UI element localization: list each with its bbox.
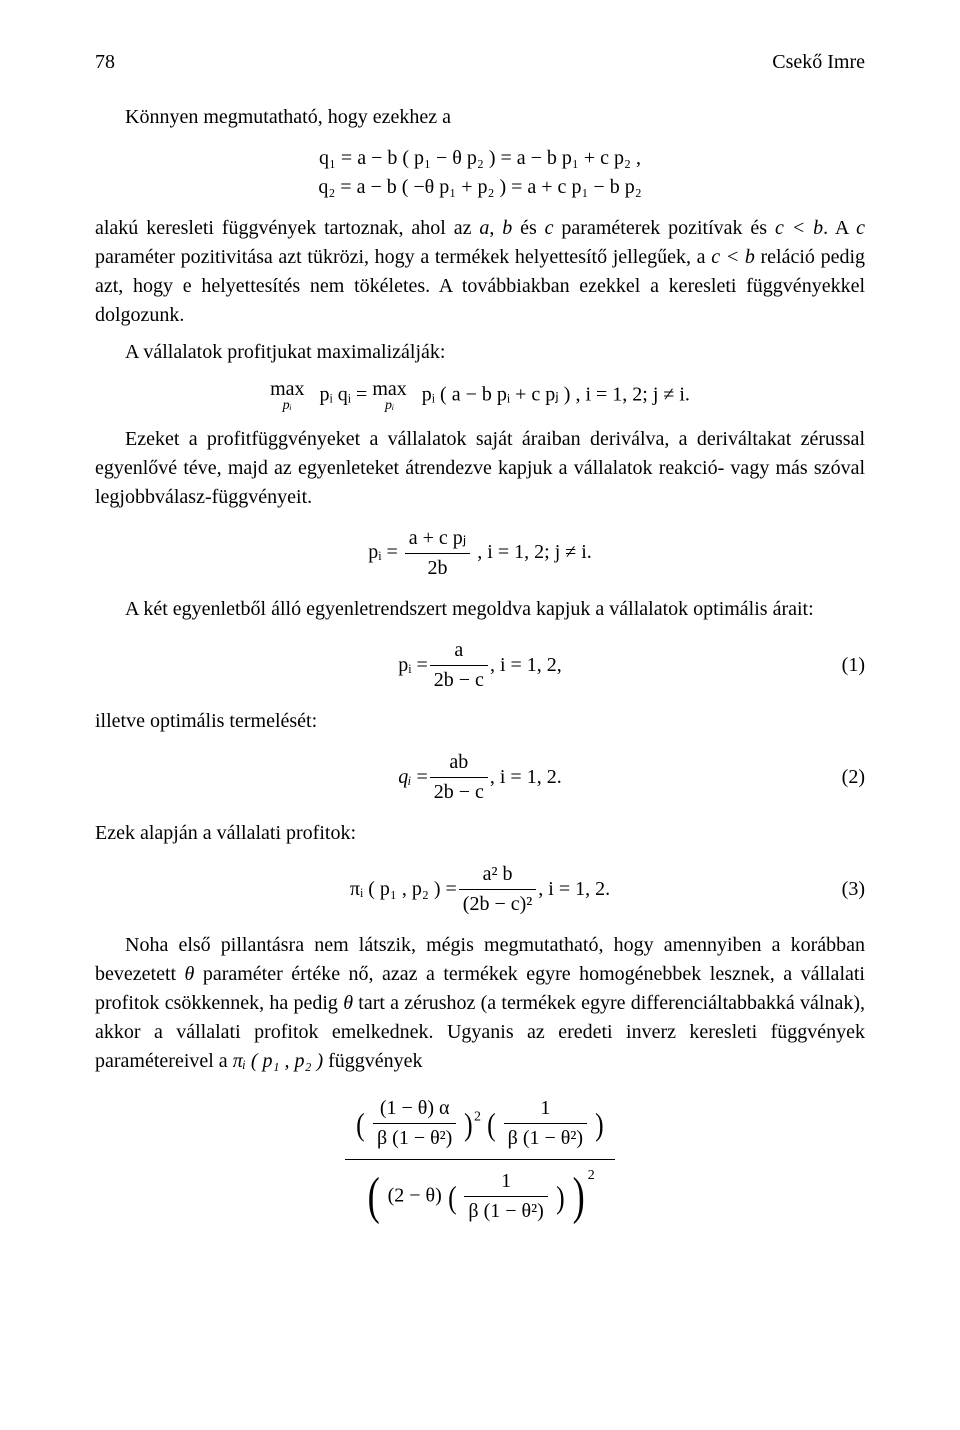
var-pi-fn: πᵢ ( p₁ , p₂ ) [233,1050,323,1072]
max-sub: pᵢ [372,399,406,413]
frac-den: 2b − c [430,666,488,695]
eq-lhs: pᵢ = [368,541,403,563]
equation-number: (2) [842,763,865,792]
var-c: c [856,217,865,239]
eq-q2: q₂ = a − b ( −θ p₁ + p₂ ) = a + c p₁ − b… [95,173,865,202]
eq-big-fraction: ( (1 − θ) α β (1 − θ²) )2 ( 1 β (1 − θ²)… [95,1088,865,1232]
paragraph-output: illetve optimális termelését: [95,707,865,736]
frac-num: a² b [459,860,536,890]
term: (2 − θ) [388,1184,442,1206]
eq-suffix: , i = 1, 2. [490,763,562,792]
eq-suffix: , i = 1, 2, [490,651,562,680]
max-label: max [372,379,406,399]
fraction: a² b (2b − c)² [459,860,536,919]
inner-frac: 1 β (1 − θ²) [464,1167,547,1226]
var-b: b [502,217,512,239]
inner-frac: (1 − θ) α β (1 − θ²) [373,1094,456,1153]
eq-q1-text: q₁ = a − b ( p₁ − θ p₂ ) = a − b p₁ + c … [319,147,641,169]
var-c: c [545,217,554,239]
fraction: a + c pⱼ 2b [405,524,471,583]
exponent: 2 [474,1109,481,1124]
max-operator: max pᵢ [372,379,406,413]
eq-lhs: pᵢ = [398,651,428,680]
page-number: 78 [95,48,115,77]
eq-q1: q₁ = a − b ( p₁ − θ p₂ ) = a − b p₁ + c … [95,144,865,173]
var-qi: qᵢ [398,766,411,788]
frac-den: (2b − c)² [459,890,536,919]
fraction: a 2b − c [430,636,488,695]
eq-suffix: , i = 1, 2. [538,875,610,904]
rel-c-lt-b: c < b [775,217,823,239]
eq-rhs: pᵢ ( a − b pᵢ + c pⱼ ) , i = 1, 2; j ≠ i… [422,384,690,406]
frac-den: β (1 − θ²) [464,1197,547,1226]
frac-num: ab [430,748,488,778]
text-run: . A [823,217,856,239]
eq-lhs: πᵢ ( p₁ , p₂ ) = [350,875,457,904]
text-run: alakú keresleti függvények tartoznak, ah… [95,217,479,239]
eq-optimal-price: pᵢ = a 2b − c , i = 1, 2, (1) [95,636,865,695]
text-run: és [512,217,544,239]
paragraph-profits: Ezek alapján a vállalati profitok: [95,819,865,848]
text-run: paraméter pozitivitása azt tükrözi, hogy… [95,246,711,268]
frac-den: β (1 − θ²) [373,1124,456,1153]
big-fraction: ( (1 − θ) α β (1 − θ²) )2 ( 1 β (1 − θ²)… [345,1088,614,1232]
max-sub: pᵢ [270,399,304,413]
frac-num: (1 − θ) α [373,1094,456,1124]
equation-number: (3) [842,875,865,904]
frac-num: a + c pⱼ [405,524,471,554]
text-run: függvények [323,1050,422,1072]
big-frac-num: ( (1 − θ) α β (1 − θ²) )2 ( 1 β (1 − θ²)… [345,1088,614,1160]
frac-den: 2b [405,554,471,583]
frac-den: β (1 − θ²) [504,1124,587,1153]
fraction: ab 2b − c [430,748,488,807]
eq-lhs: pᵢ qᵢ = [320,384,373,406]
running-header: 78 Csekő Imre [95,48,865,77]
paragraph-maximize: A vállalatok profitjukat maximalizálják: [95,338,865,367]
paragraph-intro: Könnyen megmutatható, hogy ezekhez a [95,103,865,132]
paragraph-theta: Noha első pillantásra nem látszik, mégis… [95,931,865,1076]
eq-demand-functions: q₁ = a − b ( p₁ − θ p₂ ) = a − b p₁ + c … [95,144,865,202]
eq-reaction: pᵢ = a + c pⱼ 2b , i = 1, 2; j ≠ i. [95,524,865,583]
rel-c-lt-b: c < b [711,246,755,268]
eq-profit-max: max pᵢ pᵢ qᵢ = max pᵢ pᵢ ( a − b pᵢ + c … [95,379,865,413]
frac-num: a [430,636,488,666]
eq-q2-text: q₂ = a − b ( −θ p₁ + p₂ ) = a + c p₁ − b… [318,176,641,198]
var-theta: θ [185,963,195,985]
paragraph-params: alakú keresleti függvények tartoznak, ah… [95,214,865,330]
eq-optimal-quantity: qᵢ = ab 2b − c , i = 1, 2. (2) [95,748,865,807]
inner-frac: 1 β (1 − θ²) [504,1094,587,1153]
var-theta: θ [343,992,353,1014]
exponent: 2 [588,1168,595,1183]
max-operator: max pᵢ [270,379,304,413]
author-name: Csekő Imre [772,48,865,77]
frac-den: 2b − c [430,778,488,807]
max-label: max [270,379,304,399]
text-run: paraméterek pozitívak és [554,217,775,239]
paragraph-solve: A két egyenletből álló egyenletrendszert… [95,595,865,624]
big-frac-den: ( (2 − θ) ( 1 β (1 − θ²) ) )2 [345,1160,614,1232]
equation-number: (1) [842,651,865,680]
paragraph-derive: Ezeket a profitfüggvényeket a vállalatok… [95,425,865,512]
frac-num: 1 [504,1094,587,1124]
eq-profit: πᵢ ( p₁ , p₂ ) = a² b (2b − c)² , i = 1,… [95,860,865,919]
var-a: a [479,217,489,239]
eq-suffix: , i = 1, 2; j ≠ i. [477,541,591,563]
page: 78 Csekő Imre Könnyen megmutatható, hogy… [0,0,960,1430]
frac-num: 1 [464,1167,547,1197]
